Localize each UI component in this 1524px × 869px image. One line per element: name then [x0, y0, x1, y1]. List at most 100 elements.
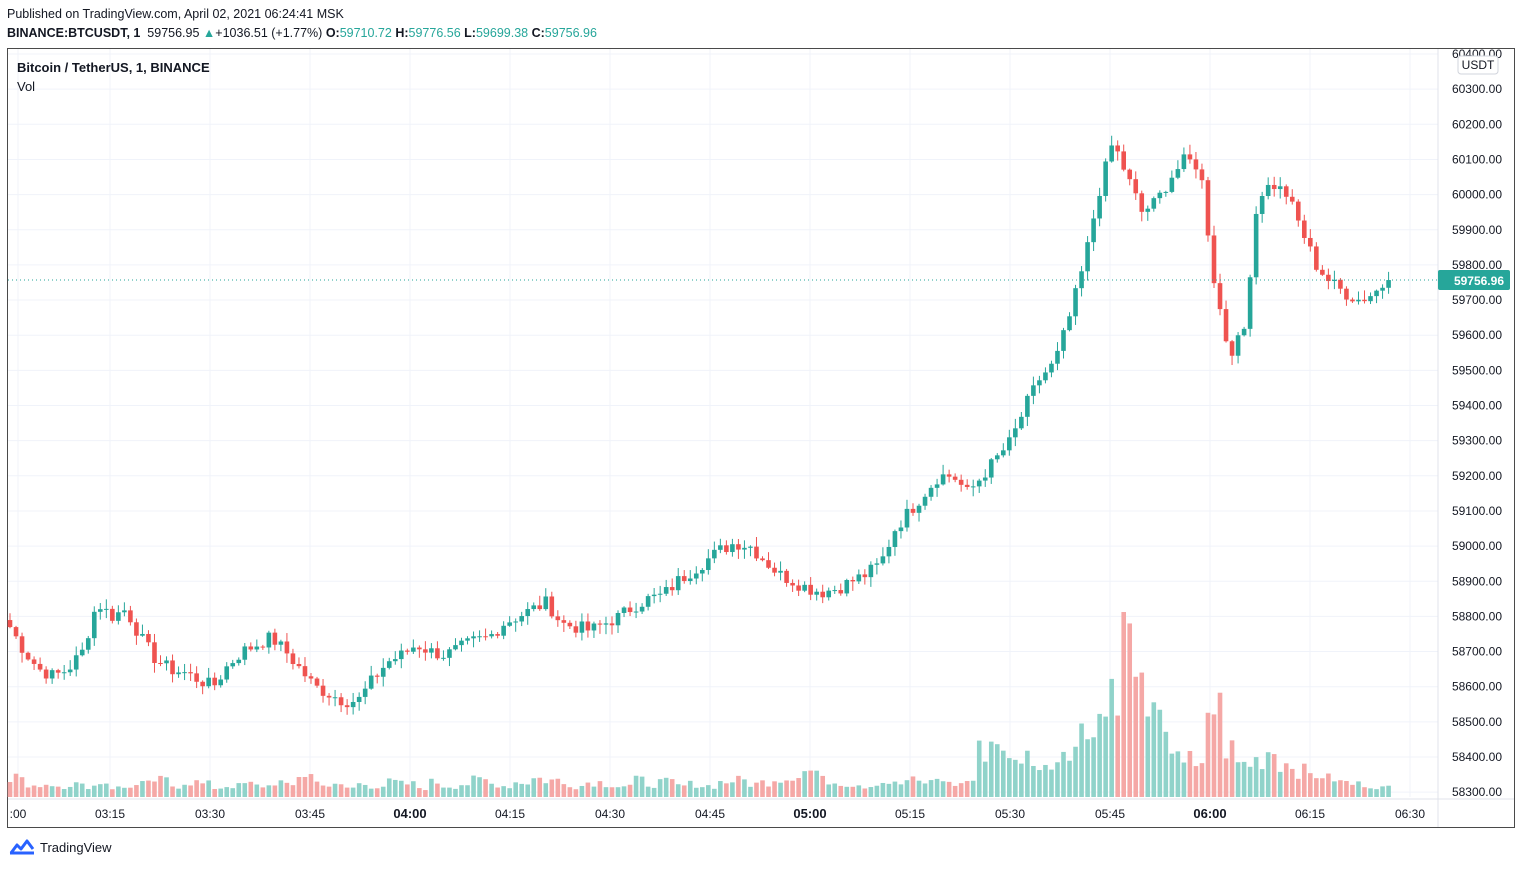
- candle-body: [25, 652, 31, 660]
- volume-bar: [405, 784, 410, 797]
- candle-body: [1259, 196, 1265, 214]
- volume-bar: [61, 789, 67, 797]
- volume-bar: [98, 784, 103, 797]
- volume-bar: [37, 787, 43, 797]
- candle-body: [1308, 237, 1313, 247]
- candle-body: [194, 673, 199, 682]
- volume-bar: [1151, 702, 1157, 797]
- volume-bar: [519, 783, 524, 797]
- volume-bar: [1061, 751, 1066, 797]
- x-tick-label: 06:15: [1295, 807, 1325, 821]
- volume-bar: [230, 788, 236, 797]
- volume-bar: [1374, 789, 1379, 797]
- candle-body: [164, 660, 169, 664]
- volume-bar: [904, 780, 910, 797]
- candle-body: [206, 677, 211, 687]
- candle-body: [748, 546, 753, 548]
- volume-bar: [477, 777, 482, 797]
- volume-bar: [934, 778, 940, 797]
- volume-bar: [1223, 758, 1229, 797]
- candle-body: [525, 609, 531, 617]
- x-tick-label: 04:45: [695, 807, 725, 821]
- candle-body: [188, 672, 193, 674]
- volume-bar: [67, 786, 73, 797]
- candle-body: [417, 647, 422, 650]
- volume-bar: [1217, 692, 1223, 797]
- low-label: L:: [464, 26, 476, 40]
- volume-bar: [886, 783, 892, 797]
- candle-body: [730, 544, 735, 553]
- y-tick-label: 60000.00: [1452, 188, 1502, 202]
- volume-bar: [928, 780, 934, 797]
- candle-body: [669, 587, 675, 591]
- volume-bar: [471, 775, 476, 797]
- volume-bar: [1380, 786, 1385, 797]
- volume-bar: [350, 787, 356, 797]
- volume-bar: [1181, 762, 1187, 797]
- y-tick-label: 59400.00: [1452, 399, 1502, 413]
- candle-body: [1199, 169, 1205, 181]
- up-arrow-icon: ▲: [202, 26, 216, 40]
- candle-body: [1235, 335, 1241, 356]
- candle-body: [110, 608, 115, 621]
- brand-name: TradingView: [40, 839, 112, 855]
- candle-body: [1127, 169, 1133, 180]
- candle-body: [1115, 145, 1120, 152]
- candle-body: [1013, 428, 1018, 438]
- candle-body: [922, 496, 928, 506]
- candle-body: [916, 505, 922, 513]
- volume-bar: [591, 786, 597, 797]
- volume-bar: [1283, 763, 1289, 797]
- volume-bar: [1133, 676, 1139, 797]
- currency-badge-label: USDT: [1462, 58, 1495, 72]
- y-tick-label: 59500.00: [1452, 363, 1502, 377]
- volume-bar: [868, 787, 874, 797]
- volume-bar: [573, 789, 579, 797]
- volume-bar: [1031, 765, 1036, 797]
- symbol[interactable]: BINANCE:BTCUSDT, 1: [7, 26, 141, 40]
- volume-bar: [513, 782, 518, 797]
- volume-bar: [1103, 716, 1108, 797]
- candle-body: [429, 648, 434, 653]
- volume-bar: [778, 782, 783, 797]
- chart-frame[interactable]: [7, 48, 1515, 828]
- volume-bar: [561, 784, 567, 797]
- volume-bar: [1229, 740, 1235, 797]
- volume-bar: [182, 784, 187, 797]
- volume-bar: [1199, 763, 1205, 797]
- candle-body: [868, 564, 874, 578]
- volume-bar: [555, 778, 561, 797]
- volume-bar: [844, 786, 850, 797]
- candle-body: [1061, 330, 1066, 351]
- candle-body: [224, 666, 230, 680]
- volume-bar: [368, 788, 374, 797]
- candle-body: [555, 616, 561, 621]
- candle-body: [332, 697, 338, 699]
- candle-body: [61, 672, 67, 674]
- candle-body: [880, 556, 886, 564]
- candle-body: [790, 582, 795, 586]
- currency-badge[interactable]: [1457, 55, 1499, 75]
- volume-bar: [1295, 778, 1301, 797]
- y-tick-label: 59600.00: [1452, 328, 1502, 342]
- volume-bar: [236, 783, 242, 797]
- volume-bar: [657, 779, 663, 797]
- candle-body: [976, 480, 982, 487]
- volume-bar: [260, 787, 266, 797]
- volume-bar: [332, 783, 338, 797]
- volume-bar: [380, 786, 386, 797]
- volume-bar: [832, 783, 838, 797]
- y-tick-label: 59300.00: [1452, 434, 1502, 448]
- volume-bar: [1127, 623, 1133, 797]
- candle-body: [176, 672, 181, 675]
- candle-body: [886, 546, 892, 557]
- volume-bar: [344, 787, 350, 797]
- x-tick-label: 04:00: [393, 806, 426, 821]
- candle-body: [814, 591, 819, 595]
- candle-body: [952, 476, 958, 480]
- x-tick-label: 05:00: [793, 806, 826, 821]
- tradingview-logo[interactable]: TradingView: [8, 839, 112, 855]
- volume-bar: [362, 784, 368, 797]
- volume-bar: [952, 785, 958, 797]
